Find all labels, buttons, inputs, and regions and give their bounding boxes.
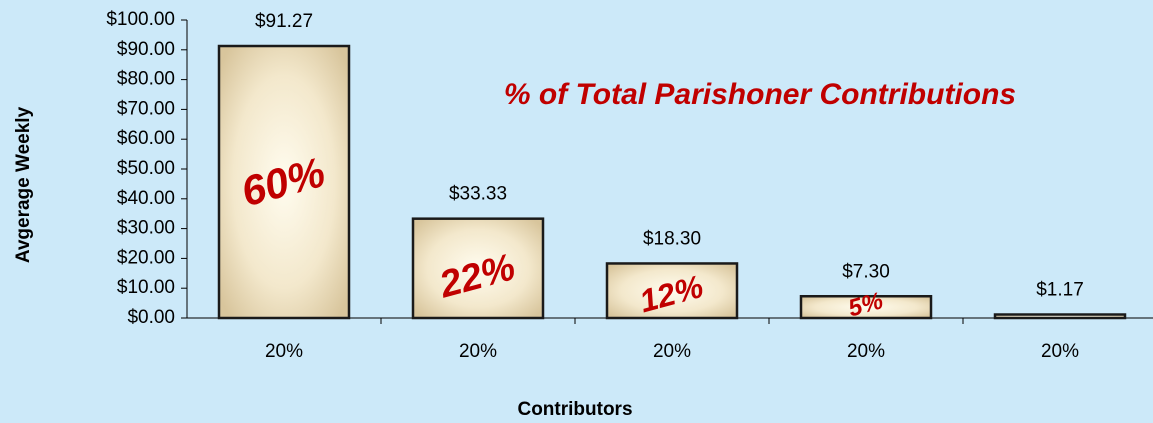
bar	[411, 217, 545, 320]
value-label: $1.17	[1036, 280, 1084, 301]
bar	[993, 313, 1127, 320]
x-tick-label: 20%	[1041, 341, 1079, 362]
x-axis-label: Contributors	[517, 399, 632, 420]
x-tick-label: 20%	[459, 341, 497, 362]
bar	[799, 294, 933, 320]
value-label: $7.30	[842, 261, 890, 282]
y-tick-label: $100.00	[106, 9, 175, 30]
y-tick-label: $10.00	[117, 277, 175, 298]
y-tick-label: $60.00	[117, 128, 175, 149]
x-tick-label: 20%	[265, 341, 303, 362]
value-label: $33.33	[449, 184, 507, 205]
bar	[217, 44, 351, 320]
x-tick-label: 20%	[847, 341, 885, 362]
y-tick-label: $80.00	[117, 69, 175, 90]
y-tick-label: $70.00	[117, 98, 175, 119]
y-tick-label: $20.00	[117, 247, 175, 268]
y-tick-label: $30.00	[117, 218, 175, 239]
chart-title: % of Total Parishoner Contributions	[504, 78, 1016, 111]
y-axis-label: Avgerage Weekly	[13, 106, 34, 263]
bar	[605, 262, 739, 320]
y-tick-label: $0.00	[127, 307, 175, 328]
y-tick-label: $50.00	[117, 158, 175, 179]
y-tick-label: $90.00	[117, 39, 175, 60]
value-label: $18.30	[643, 228, 701, 249]
y-tick-label: $40.00	[117, 188, 175, 209]
value-label: $91.27	[255, 11, 313, 32]
x-tick-label: 20%	[653, 341, 691, 362]
